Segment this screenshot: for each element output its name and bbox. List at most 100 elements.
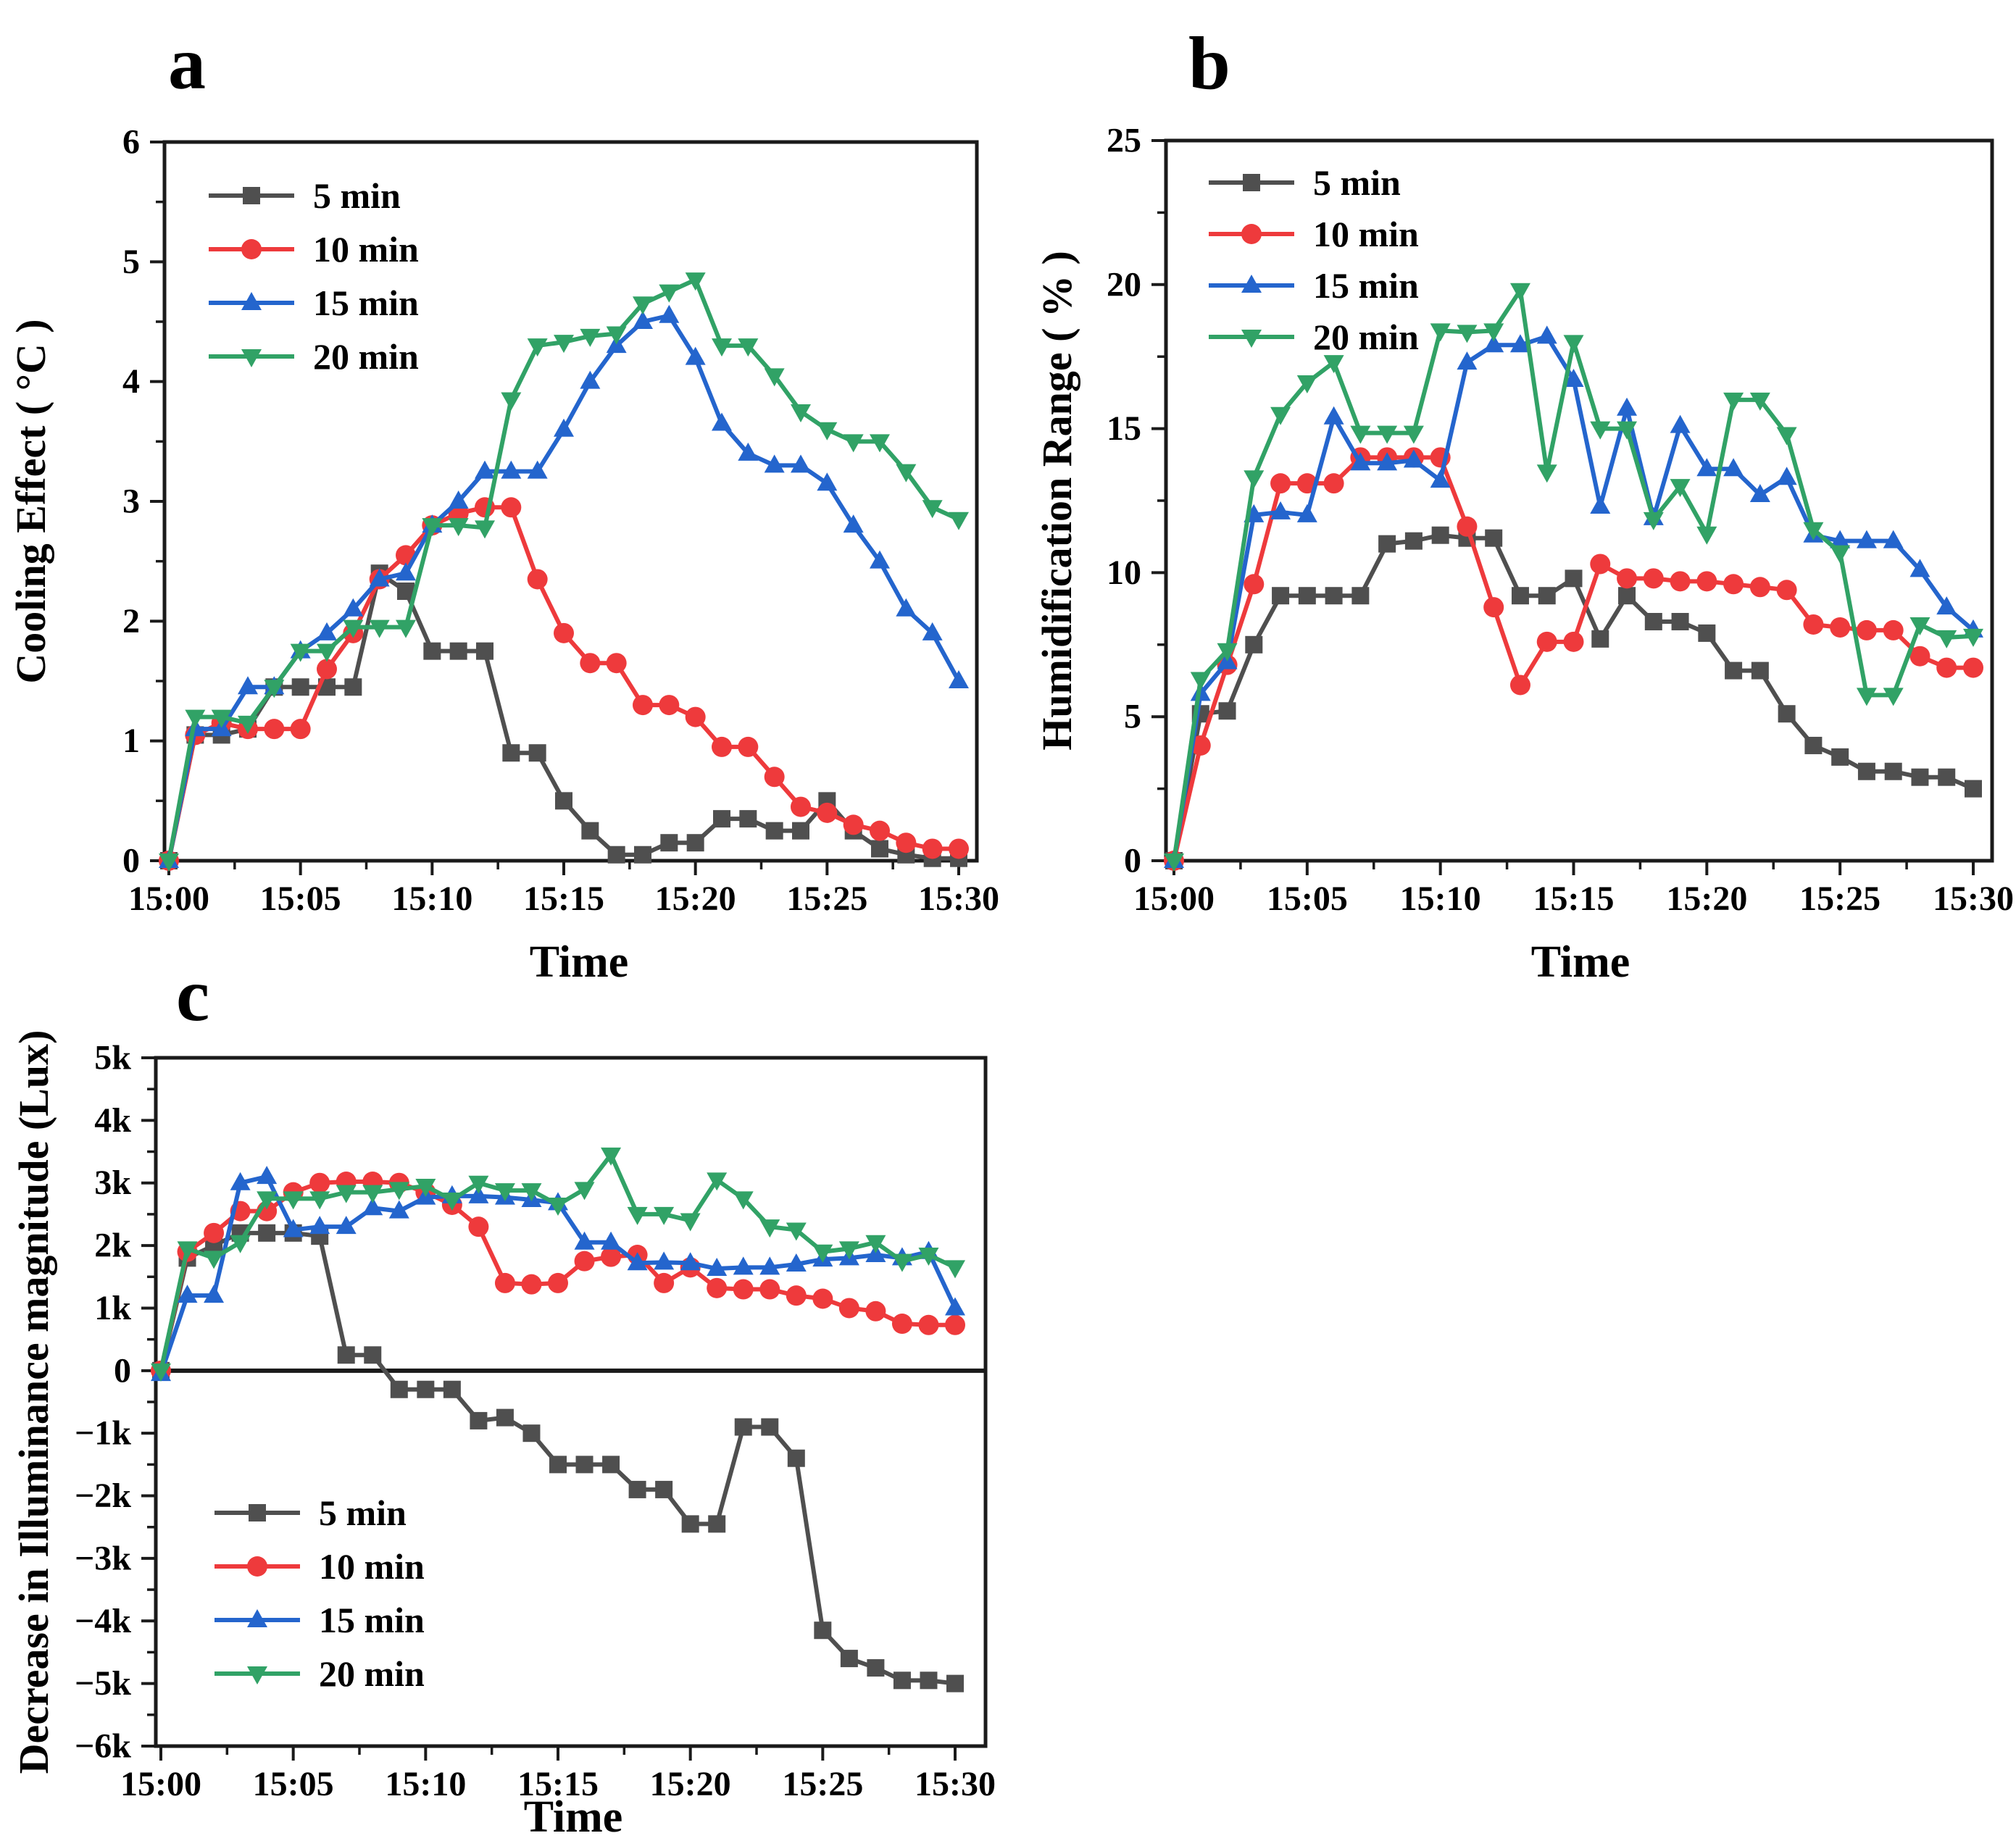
- data-point-marker: [761, 1418, 779, 1436]
- data-point-marker: [945, 1260, 965, 1279]
- data-point-marker: [369, 619, 390, 638]
- data-point-marker: [1856, 619, 1877, 640]
- data-point-marker: [659, 304, 680, 323]
- x-tick-label: 15:20: [655, 880, 736, 918]
- y-tick-label: −6k: [75, 1727, 131, 1766]
- data-point-marker: [396, 562, 416, 581]
- data-point-marker: [283, 1191, 304, 1210]
- data-point-marker: [949, 670, 969, 688]
- legend-marker: [241, 349, 262, 367]
- data-point-marker: [654, 1272, 675, 1293]
- data-point-marker: [1776, 580, 1797, 601]
- legend-label: 20 min: [313, 336, 419, 377]
- data-point-marker: [468, 1185, 489, 1203]
- x-tick-label: 15:05: [253, 1765, 334, 1803]
- data-point-marker: [764, 368, 785, 387]
- data-point-marker: [574, 1251, 595, 1272]
- data-point-marker: [177, 1241, 198, 1260]
- legend-item: 10 min: [214, 1546, 425, 1587]
- data-point-marker: [581, 822, 599, 840]
- data-point-marker: [838, 1241, 859, 1260]
- legend-marker: [241, 239, 262, 259]
- data-point-marker: [659, 284, 680, 303]
- data-point-marker: [686, 834, 704, 852]
- data-point-marker: [1217, 643, 1238, 661]
- y-axis-title: Decrease in Illuminance magnitude (Lux): [10, 1030, 57, 1774]
- legend-label: 20 min: [1313, 317, 1419, 357]
- x-tick-label: 15:30: [915, 1765, 996, 1803]
- data-point-marker: [765, 822, 783, 840]
- data-point-marker: [238, 715, 258, 734]
- data-point-marker: [764, 454, 785, 473]
- data-point-marker: [290, 719, 311, 740]
- data-point-marker: [602, 1456, 620, 1474]
- data-point-marker: [708, 1515, 726, 1533]
- data-point-marker: [628, 1480, 646, 1498]
- data-point-marker: [1776, 427, 1797, 446]
- data-point-marker: [812, 1244, 833, 1263]
- data-point-marker: [423, 642, 441, 660]
- data-point-marker: [1272, 587, 1290, 605]
- data-point-marker: [291, 678, 309, 696]
- data-point-marker: [1431, 526, 1449, 544]
- legend-marker: [1241, 275, 1262, 293]
- data-point-marker: [918, 1314, 939, 1335]
- data-point-marker: [501, 392, 522, 411]
- data-point-marker: [449, 642, 467, 660]
- data-point-marker: [759, 1279, 780, 1300]
- data-point-marker: [1377, 425, 1398, 444]
- data-point-marker: [685, 346, 706, 365]
- y-tick-label: 4k: [94, 1101, 131, 1140]
- data-point-marker: [1323, 355, 1344, 374]
- data-point-marker: [309, 1191, 330, 1210]
- data-point-marker: [733, 1256, 754, 1275]
- data-point-marker: [369, 568, 390, 587]
- data-point-marker: [685, 272, 706, 291]
- data-point-marker: [680, 1252, 701, 1271]
- data-point-marker: [502, 744, 520, 762]
- data-point-marker: [1749, 484, 1770, 503]
- y-tick-label: −2k: [75, 1477, 131, 1515]
- y-tick-label: 5: [122, 243, 140, 281]
- data-point-marker: [528, 744, 546, 762]
- data-point-marker: [575, 1456, 593, 1474]
- data-point-marker: [1298, 587, 1316, 605]
- data-point-marker: [1670, 479, 1691, 498]
- legend-marker: [249, 1504, 266, 1521]
- data-point-marker: [1696, 526, 1717, 545]
- data-point-marker: [606, 326, 627, 345]
- data-point-marker: [870, 550, 890, 569]
- data-point-marker: [1749, 577, 1770, 598]
- y-tick-label: 2: [122, 602, 140, 640]
- data-point-marker: [1536, 325, 1557, 344]
- data-point-marker: [817, 422, 838, 441]
- y-tick-label: 6: [122, 123, 140, 162]
- data-point-marker: [1936, 596, 1957, 615]
- y-tick-label: 5: [1124, 698, 1141, 736]
- data-point-marker: [204, 1285, 225, 1303]
- data-point-marker: [1536, 631, 1557, 652]
- data-point-marker: [1565, 569, 1583, 588]
- x-tick-label: 15:25: [782, 1765, 863, 1803]
- legend-label: 10 min: [313, 229, 419, 270]
- data-point-marker: [1296, 504, 1317, 522]
- data-point-marker: [791, 454, 811, 473]
- x-tick-label: 15:20: [650, 1765, 731, 1803]
- data-point-marker: [1830, 545, 1851, 564]
- data-point-marker: [343, 619, 364, 638]
- x-tick-label: 15:15: [523, 880, 604, 918]
- y-tick-label: 0: [1124, 842, 1141, 880]
- data-point-marker: [574, 1182, 595, 1201]
- series-line: [1172, 334, 1975, 861]
- x-tick-label: 15:15: [1533, 880, 1615, 918]
- data-point-marker: [1696, 571, 1717, 592]
- data-point-marker: [738, 442, 759, 461]
- data-point-marker: [1883, 619, 1904, 640]
- y-axis-title: Cooling Effect ( °C ): [7, 319, 54, 683]
- data-point-marker: [574, 1231, 595, 1250]
- data-point-marker: [949, 512, 969, 530]
- legend-marker: [1241, 330, 1262, 348]
- data-point-marker: [1403, 449, 1424, 468]
- data-point-marker: [1563, 631, 1584, 652]
- data-point-marker: [555, 792, 572, 810]
